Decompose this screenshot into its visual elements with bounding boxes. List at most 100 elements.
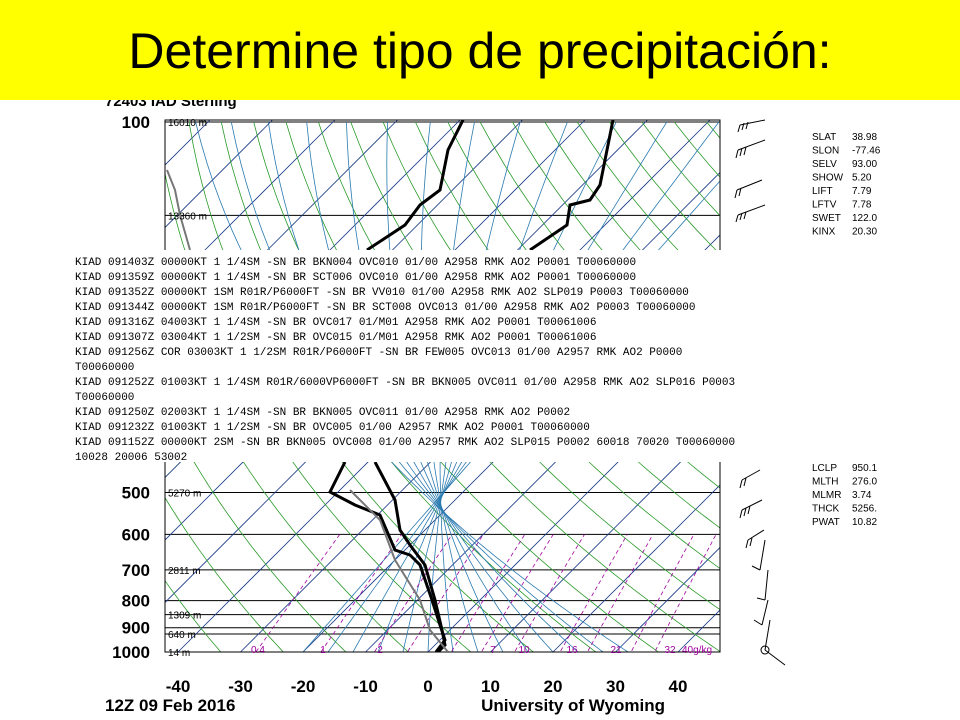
index-name: SWET — [812, 213, 841, 224]
index-name: LFTV — [812, 200, 837, 211]
index-name: SLON — [812, 146, 839, 157]
temperature-label: -30 — [228, 677, 253, 696]
index-value: 122.0 — [852, 213, 877, 224]
height-label: 16010 m — [168, 118, 207, 129]
temperature-label: -40 — [166, 677, 191, 696]
dewpoint-lower — [327, 461, 447, 652]
pressure-label: 900 — [122, 619, 150, 638]
sounding — [166, 120, 615, 652]
index-name: MLMR — [812, 490, 841, 501]
metar-line: 10028 20006 53002 — [75, 452, 187, 464]
pressure-label: 1000 — [112, 643, 150, 662]
mixing-ratio-label: 16 — [566, 645, 578, 656]
isotherm — [165, 120, 398, 354]
index-value: 10.82 — [852, 517, 877, 528]
mixing-ratio-label: 7 — [490, 645, 496, 656]
metar-line: KIAD 091316Z 04003KT 1 1/4SM -SN BR OVC0… — [75, 317, 597, 329]
mixing-ratio-line — [559, 534, 628, 652]
pressure-label: 800 — [122, 592, 150, 611]
index-name: SHOW — [812, 173, 844, 184]
dry-adiabat — [165, 407, 347, 652]
metar-line: KIAD 091252Z 01003KT 1 1/4SM R01R/6000VP… — [75, 377, 735, 389]
mixing-ratio-line — [480, 534, 554, 652]
index-name: LCLP — [812, 463, 837, 474]
index-name: KINX — [812, 227, 836, 238]
index-value: 38.98 — [852, 132, 877, 143]
temperature-label: 20 — [544, 677, 563, 696]
dry-adiabat — [165, 580, 222, 652]
index-value: 5256. — [852, 504, 877, 515]
isotherm — [165, 120, 273, 229]
mixing-ratio-label: 2 — [377, 645, 383, 656]
footer-right: University of Wyoming — [481, 696, 665, 715]
height-label: 5270 m — [168, 488, 201, 499]
metar-box — [70, 250, 885, 462]
pressure-label: 100 — [122, 113, 150, 132]
isotherm — [615, 546, 720, 652]
metar-line: T00060000 — [75, 392, 134, 404]
mixing-ratio-line — [450, 534, 526, 652]
isotherm — [165, 120, 336, 291]
mixing-ratio-line — [630, 534, 695, 652]
metar-line: KIAD 091307Z 03004KT 1 1/2SM -SN BR OVC0… — [75, 332, 597, 344]
mixing-ratio-line — [654, 534, 717, 652]
mixing-ratio-line — [514, 534, 585, 652]
wind-barbs — [734, 119, 786, 666]
mixing-ratio-label: 40g/kg — [682, 645, 712, 656]
metar-line: KIAD 091256Z COR 03003KT 1 1/2SM R01R/P6… — [75, 347, 682, 359]
footer-left: 12Z 09 Feb 2016 — [105, 696, 235, 715]
metar-line: KIAD 091403Z 00000KT 1 1/4SM -SN BR BKN0… — [75, 257, 636, 269]
index-value: 3.74 — [852, 490, 872, 501]
index-name: MLTH — [812, 477, 838, 488]
temperature-label: 10 — [481, 677, 500, 696]
height-label: 2811 m — [168, 566, 201, 577]
height-label: 13360 m — [168, 211, 207, 222]
index-value: -77.46 — [852, 146, 881, 157]
isotherm — [552, 484, 720, 652]
height-label: 1309 m — [168, 611, 201, 622]
dewpoint-upper — [529, 120, 615, 252]
index-name: THCK — [812, 504, 840, 515]
index-value: 5.20 — [852, 173, 872, 184]
metar-line: T00060000 — [75, 362, 134, 374]
mixing-ratio-label: 10 — [518, 645, 530, 656]
temperature-label: 40 — [669, 677, 688, 696]
mixing-ratio-label: 32 — [664, 645, 676, 656]
temperature-label: 30 — [606, 677, 625, 696]
slide-title: Determine tipo de precipitación: — [128, 23, 831, 79]
mixing-ratio-line — [587, 534, 654, 652]
index-value: 7.78 — [852, 200, 872, 211]
temperature-label: 0 — [423, 677, 432, 696]
metar-list: KIAD 091403Z 00000KT 1 1/4SM -SN BR BKN0… — [75, 257, 735, 464]
pressure-label: 600 — [122, 525, 150, 544]
pressure-label: 700 — [122, 561, 150, 580]
mixing-ratio-line — [373, 534, 453, 652]
pressure-label: 500 — [122, 483, 150, 502]
metar-line: KIAD 091250Z 02003KT 1 1/4SM -SN BR BKN0… — [75, 407, 570, 419]
index-name: SLAT — [812, 132, 836, 143]
index-name: LIFT — [812, 186, 833, 197]
upper-parcel — [166, 169, 191, 251]
temperature-label: -20 — [291, 677, 316, 696]
metar-line: KIAD 091359Z 00000KT 1 1/4SM -SN BR SCT0… — [75, 272, 636, 284]
index-value: 20.30 — [852, 227, 877, 238]
index-value: 950.1 — [852, 463, 877, 474]
mixing-ratio-label: 1 — [320, 645, 326, 656]
metar-line: KIAD 091352Z 00000KT 1SM R01R/P6000FT -S… — [75, 287, 689, 299]
index-value: 7.79 — [852, 186, 872, 197]
mixing-ratio-label: 21 — [610, 645, 622, 656]
metar-line: KIAD 091232Z 01003KT 1 1/2SM -SN BR OVC0… — [75, 422, 590, 434]
temperature-upper — [366, 120, 465, 252]
parcel — [349, 489, 449, 652]
index-name: SELV — [812, 159, 837, 170]
index-value: 276.0 — [852, 477, 877, 488]
metar-line: KIAD 091152Z 00000KT 2SM -SN BR BKN005 O… — [75, 437, 735, 449]
height-label: 640 m — [168, 630, 196, 641]
temperature-label: -10 — [353, 677, 378, 696]
dry-adiabat — [165, 496, 284, 652]
isotherm — [490, 421, 720, 652]
mixing-ratio-label: 0.4 — [251, 645, 265, 656]
metar-line: KIAD 091344Z 00000KT 1SM R01R/P6000FT -S… — [75, 302, 696, 314]
index-name: PWAT — [812, 517, 840, 528]
